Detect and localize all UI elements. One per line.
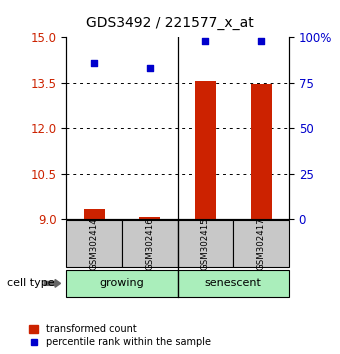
Legend: transformed count, percentile rank within the sample: transformed count, percentile rank withi… <box>29 325 211 347</box>
Text: GDS3492 / 221577_x_at: GDS3492 / 221577_x_at <box>86 16 254 30</box>
Text: GSM302416: GSM302416 <box>145 217 154 270</box>
Point <box>203 38 208 44</box>
Text: GSM302415: GSM302415 <box>201 217 210 270</box>
Text: growing: growing <box>100 278 144 289</box>
Text: GSM302414: GSM302414 <box>90 217 99 270</box>
Text: cell type: cell type <box>7 278 54 289</box>
Bar <box>195 81 216 219</box>
Point <box>258 38 264 44</box>
Bar <box>84 209 105 219</box>
Point <box>147 65 153 71</box>
Bar <box>251 84 272 219</box>
Bar <box>139 217 160 219</box>
Text: GSM302417: GSM302417 <box>257 217 266 270</box>
Text: senescent: senescent <box>205 278 262 289</box>
Point <box>91 60 97 65</box>
